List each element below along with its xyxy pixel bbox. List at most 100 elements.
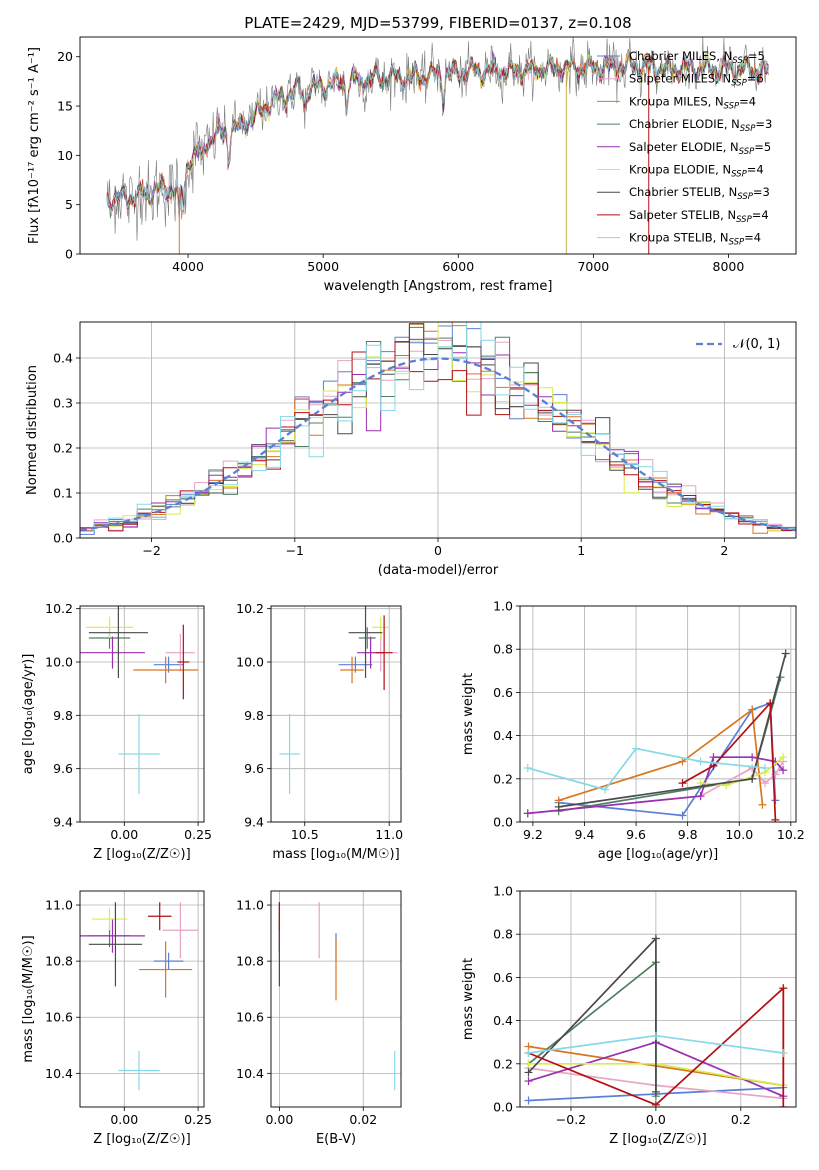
x-tick-label: 11.0: [375, 827, 403, 842]
x-tick-label: 0.25: [184, 827, 212, 842]
y-tick-label: 0.8: [493, 927, 513, 942]
x-tick-label: 5000: [307, 259, 339, 274]
legend-label-salpeter-miles: Salpeter MILES, NSSP=6: [629, 72, 764, 89]
weight-marker-chabrier-stelib: [554, 802, 563, 811]
x-tick-label: 9.2: [523, 827, 543, 842]
x-axis-label: Z [log₁₀(Z/Z☉)]: [93, 847, 190, 862]
y-axis-label: age [log₁₀(age/yr)]: [21, 654, 36, 775]
weight-marker-salpeter-elodie: [524, 1077, 533, 1086]
x-axis-label: (data-model)/error: [378, 563, 499, 578]
plot-area: [80, 902, 199, 1091]
errorbar-salpeter-elodie: [80, 919, 145, 953]
axes-frame: [79, 36, 797, 255]
plot-area: [523, 649, 790, 822]
y-axis-label: Flux [fλ10⁻¹⁷ erg cm⁻² s⁻¹ A⁻¹]: [27, 47, 42, 244]
y-tick-label: 5: [65, 197, 73, 212]
axes-age-mass: 10.5 11.0 9.4 9.6 9.8 10.0 10.2 mass [log₁₀(M/M…: [236, 601, 403, 862]
y-tick-label: 9.6: [244, 761, 264, 776]
errorbar-salpeter-stelib: [177, 624, 190, 700]
x-tick-label: −2: [142, 543, 160, 558]
legend-label-salpeter-stelib: Salpeter STELIB, NSSP=4: [629, 208, 769, 225]
weight-marker-salpeter-elodie: [779, 766, 788, 775]
axes-weight-age: 9.2 9.4 9.6 9.8 10.0 10.2 0.0 0.2 0.4 0.6 0.8 1.0 ag…: [461, 599, 805, 863]
x-tick-label: 2: [720, 543, 728, 558]
x-tick-label: −0.2: [556, 1112, 586, 1127]
y-tick-label: 0.4: [493, 1013, 513, 1028]
axes-frame: [519, 890, 797, 1108]
y-axis-label: Normed distribution: [25, 365, 40, 495]
errorbar-salpeter-elodie: [80, 636, 145, 669]
errorbar-kroupa-miles: [340, 656, 364, 684]
plot-area: [524, 934, 788, 1107]
y-tick-label: 0.4: [493, 728, 513, 743]
y-tick-label: 0.2: [53, 441, 73, 456]
x-tick-label: 10.5: [291, 827, 319, 842]
legend-label-kroupa-elodie: Kroupa ELODIE, NSSP=4: [629, 163, 764, 180]
weight-marker-chabrier-stelib: [651, 934, 660, 943]
weight-marker-salpeter-stelib: [779, 1103, 788, 1107]
x-tick-label: 4000: [172, 259, 204, 274]
errorbar-kroupa-elodie: [85, 616, 134, 638]
legend-gaussian-label: 𝒩(0, 1): [733, 337, 780, 352]
x-tick-label: 9.4: [575, 827, 595, 842]
weight-marker-kroupa-miles: [758, 800, 767, 809]
weight-marker-chabrier-stelib: [524, 1068, 533, 1077]
y-tick-label: 10.4: [236, 1066, 264, 1081]
spectrum-model-kroupa-stelib: [106, 52, 769, 214]
weight-marker-kroupa-miles: [678, 757, 687, 766]
weight-marker-kroupa-stelib: [523, 764, 532, 772]
weight-marker-salpeter-miles: [761, 779, 770, 788]
weight-line-salpeter-stelib: [528, 986, 785, 1107]
errorbar-kroupa-stelib: [118, 1050, 160, 1091]
y-tick-label: 11.0: [236, 898, 264, 913]
x-tick-label: 10.2: [777, 827, 805, 842]
y-tick-label: 10.0: [45, 655, 73, 670]
figure-title: PLATE=2429, MJD=53799, FIBERID=0137, z=0…: [244, 14, 631, 32]
x-tick-label: 1: [577, 543, 585, 558]
x-tick-label: 9.8: [678, 827, 698, 842]
axes-age-z: 0.00 0.25 9.4 9.6 9.8 10.0 10.2 Z [log₁₀(Z/Z☉)]…: [21, 601, 212, 862]
histogram-kroupa-elodie: [80, 322, 796, 532]
legend-label-chabrier-stelib: Chabrier STELIB, NSSP=3: [629, 185, 770, 202]
weight-marker-salpeter-elodie: [696, 792, 705, 801]
weight-marker-kroupa-miles: [748, 705, 757, 714]
weight-marker-salpeter-elodie: [709, 753, 718, 762]
errorbar-kroupa-stelib: [118, 714, 160, 794]
weight-marker-salpeter-stelib: [766, 699, 775, 708]
histogram-salpeter-stelib: [80, 341, 796, 532]
errorbar-salpeter-stelib: [147, 902, 172, 931]
y-tick-label: 10.4: [45, 1066, 73, 1081]
errorbar-chabrier-stelib: [88, 606, 148, 678]
weight-marker-kroupa-stelib: [696, 757, 705, 766]
x-axis-label: age [log₁₀(age/yr)]: [598, 847, 719, 862]
y-tick-label: 0.8: [493, 642, 513, 657]
y-tick-label: 0.2: [493, 1056, 513, 1071]
x-tick-label: 0.25: [184, 1112, 212, 1127]
errorbar-kroupa-elodie: [91, 907, 128, 931]
y-tick-label: 10.8: [236, 954, 264, 969]
weight-marker-kroupa-stelib: [651, 1031, 660, 1040]
plot-area: [106, 37, 769, 254]
errorbar-kroupa-elodie: [372, 616, 390, 638]
y-tick-label: 0.1: [53, 486, 73, 501]
weight-marker-salpeter-elodie: [523, 809, 532, 818]
histogram-kroupa-stelib: [80, 322, 796, 532]
x-tick-label: 7000: [577, 259, 609, 274]
y-axis-label: mass weight: [461, 958, 476, 1040]
weight-line-salpeter-stelib: [682, 701, 777, 820]
y-tick-label: 0.2: [493, 771, 513, 786]
x-tick-label: 0.0: [646, 1112, 666, 1127]
y-tick-label: 0.6: [493, 685, 513, 700]
x-axis-label: wavelength [Angstrom, rest frame]: [324, 279, 553, 294]
errorbar-kroupa-stelib: [279, 714, 300, 794]
y-tick-label: 9.8: [244, 708, 264, 723]
weight-marker-chabrier-stelib: [748, 774, 757, 783]
weight-marker-kroupa-stelib: [601, 785, 610, 794]
axes-frame: [79, 890, 205, 1108]
y-tick-label: 9.4: [244, 815, 264, 830]
axes-frame: [79, 321, 797, 539]
x-tick-label: 9.6: [626, 827, 646, 842]
x-tick-label: 0.2: [731, 1112, 751, 1127]
axes-residuals: −2 −1 0 1 2 0.0 0.1 0.2 0.3 0.4 (data-model)/error…: [25, 321, 797, 578]
x-tick-label: 0.00: [265, 1112, 293, 1127]
